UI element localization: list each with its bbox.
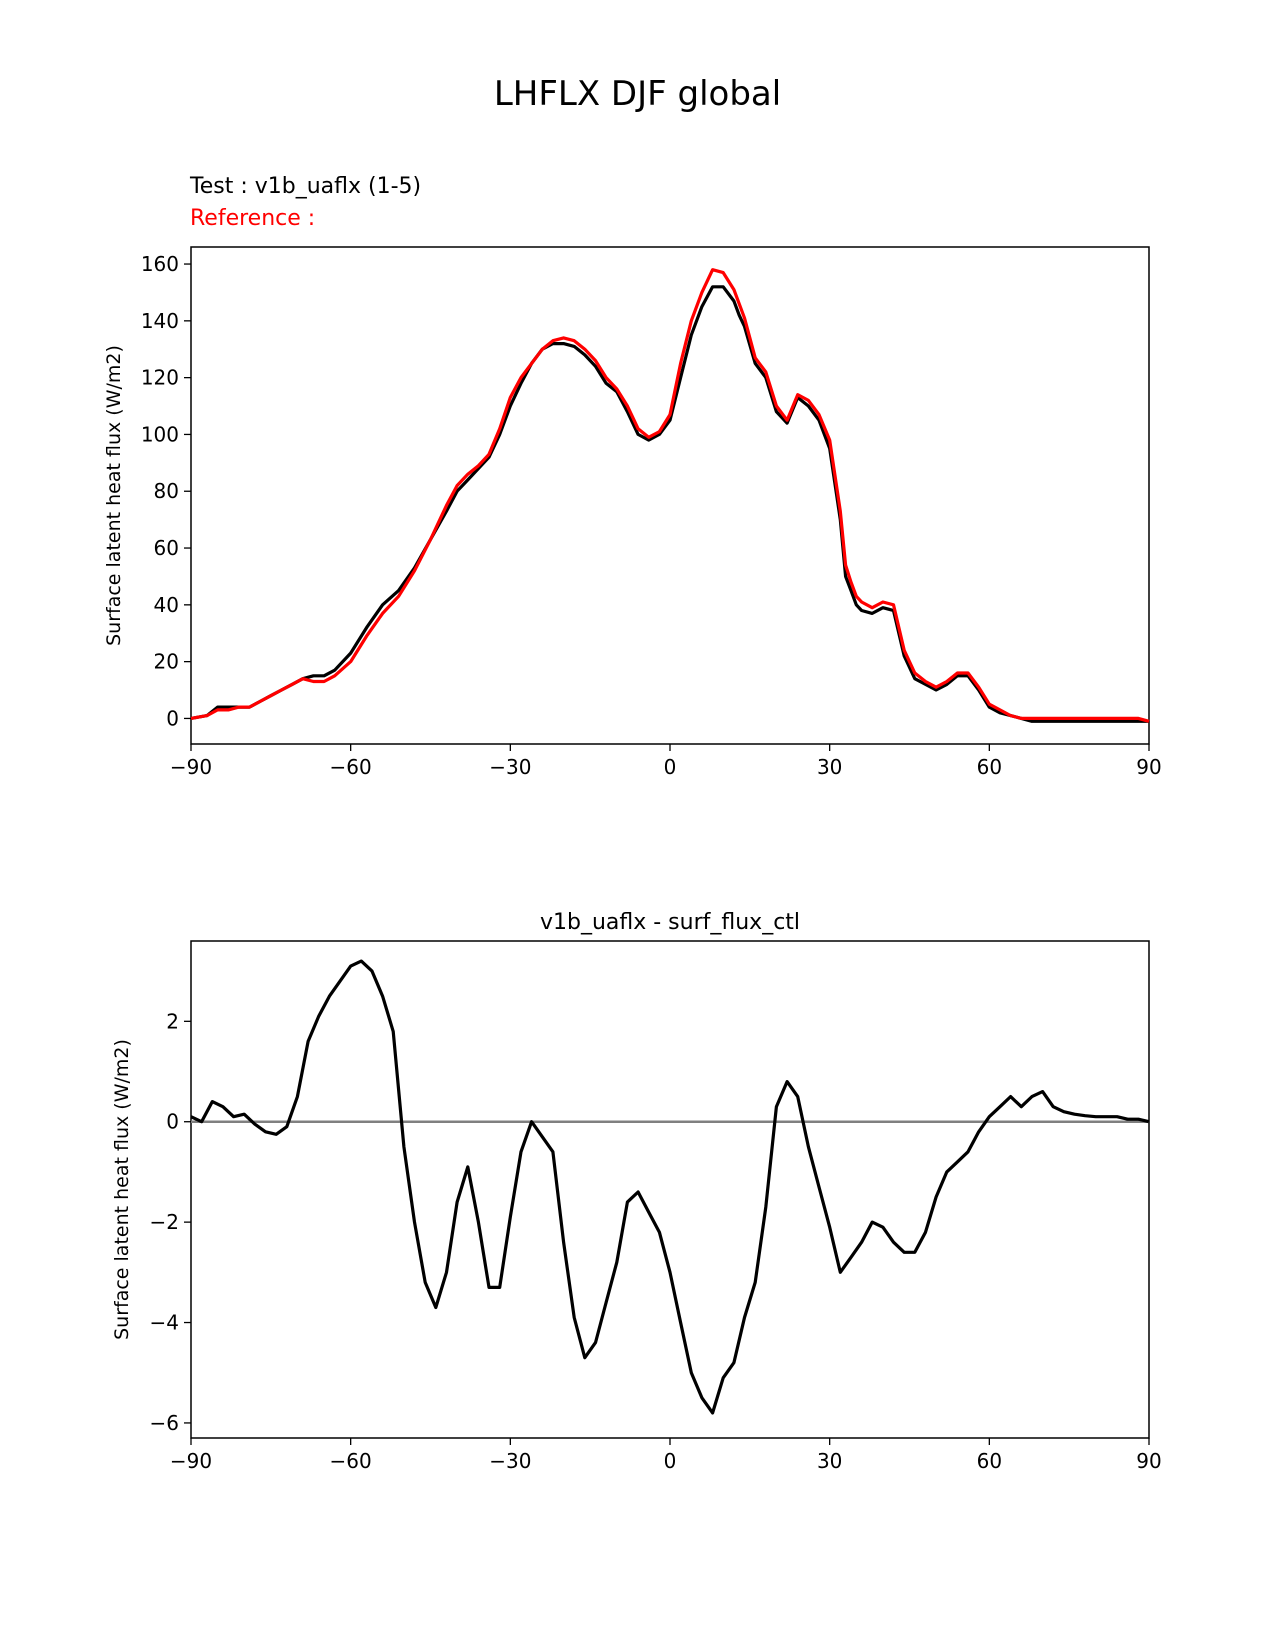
y-tick-label: 100 — [141, 422, 179, 446]
x-tick-label: −60 — [330, 1449, 372, 1473]
x-tick-label: −30 — [489, 755, 531, 779]
chart-title: v1b_uaflx - surf_flux_ctl — [540, 910, 800, 935]
figure-title: LHFLX DJF global — [493, 74, 782, 114]
x-tick-label: −60 — [330, 755, 372, 779]
y-tick-label: 160 — [141, 252, 179, 276]
x-tick-label: −90 — [170, 1449, 212, 1473]
y-tick-label: 60 — [154, 536, 179, 560]
x-tick-label: 90 — [1136, 1449, 1161, 1473]
series-line-1 — [190, 268, 1150, 723]
x-tick-label: 90 — [1136, 755, 1161, 779]
reference-label: Reference : — [190, 206, 316, 231]
x-tick-label: 60 — [977, 755, 1002, 779]
x-tick-label: −30 — [489, 1449, 531, 1473]
y-tick-label: 120 — [141, 366, 179, 390]
y-tick-label: 0 — [166, 1110, 179, 1134]
y-tick-label: −6 — [150, 1411, 179, 1435]
bottom-chart: −90 −60 −30 0 30 60 90 −6 −4 −2 0 2 Surface latent h… — [111, 910, 1162, 1473]
x-tick-label: 0 — [664, 1449, 677, 1473]
series-line-0 — [190, 285, 1149, 723]
y-tick-label: −2 — [150, 1210, 179, 1234]
x-tick-label: −90 — [170, 755, 212, 779]
x-tick-label: 30 — [817, 755, 842, 779]
y-tick-label: 20 — [154, 650, 179, 674]
top-chart: −90 −60 −30 0 30 60 90 0 20 40 60 80 100 120 140 160 Sur… — [103, 246, 1162, 779]
test-label: Test : v1b_uaflx (1-5) — [190, 174, 422, 199]
y-axis-label: Surface latent heat flux (W/m2) — [111, 1039, 133, 1340]
y-tick-label: 0 — [166, 706, 179, 730]
y-axis-label: Surface latent heat flux (W/m2) — [103, 345, 125, 646]
series-line-0 — [190, 959, 1150, 1415]
y-tick-label: 2 — [166, 1009, 179, 1033]
y-tick-label: 140 — [141, 309, 179, 333]
x-tick-label: 60 — [977, 1449, 1002, 1473]
y-tick-label: −4 — [150, 1311, 179, 1335]
axes-frame — [190, 940, 1150, 1439]
y-tick-label: 80 — [154, 479, 179, 503]
y-tick-label: 40 — [154, 593, 179, 617]
x-tick-label: 30 — [817, 1449, 842, 1473]
x-tick-label: 0 — [664, 755, 677, 779]
